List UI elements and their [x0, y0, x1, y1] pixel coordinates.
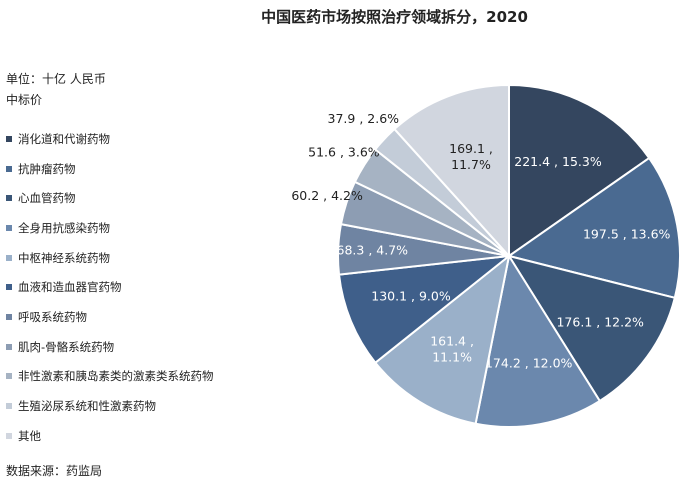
legend-swatch [6, 284, 12, 291]
data-label: 197.5 , 13.6% [583, 226, 671, 241]
pie-slice [506, 254, 677, 403]
pie-slice [373, 253, 511, 425]
legend-swatch [6, 313, 12, 320]
data-label: 161.4 , 11.1% [430, 334, 474, 365]
pie-slice [393, 83, 510, 259]
data-label: 51.6 , 3.6% [308, 144, 380, 159]
legend-label: 抗肿瘤药物 [18, 161, 76, 176]
chart-title: 中国医药市场按照治疗领域拆分，2020 [261, 8, 528, 26]
legend-item: 全身用抗感染药物 [6, 213, 214, 243]
legend-item: 生殖泌尿系统和性激素药物 [6, 391, 214, 421]
source-note: 数据来源：药监局 [6, 464, 103, 478]
legend-item: 抗肿瘤药物 [6, 154, 214, 184]
data-label: 176.1 , 12.2% [556, 314, 644, 329]
pie-slice [506, 156, 681, 300]
pie-slice [508, 83, 651, 258]
legend-swatch [6, 165, 12, 172]
pie-slice [474, 253, 602, 428]
legend-label: 全身用抗感染药物 [18, 220, 110, 235]
legend-item: 中枢神经系统药物 [6, 243, 214, 273]
data-label: 37.9 , 2.6% [328, 111, 400, 126]
legend-label: 血液和造血器官药物 [18, 280, 122, 295]
legend-label: 其他 [18, 428, 41, 443]
legend-item: 其他 [6, 421, 214, 451]
pie-slice [337, 254, 513, 365]
legend-label: 非性激素和胰岛素类的激素类系统药物 [18, 369, 214, 384]
legend-item: 非性激素和胰岛素类的激素类系统药物 [6, 362, 214, 392]
legend-swatch [6, 135, 12, 142]
data-label: 130.1 , 9.0% [371, 288, 451, 303]
legend-swatch [6, 224, 12, 231]
data-label: 60.2 , 4.2% [291, 188, 363, 203]
legend-swatch [6, 432, 12, 439]
legend-swatch [6, 373, 12, 380]
data-label: 68.3 , 4.7% [337, 243, 409, 258]
legend-item: 呼吸系统药物 [6, 302, 214, 332]
data-label: 221.4 , 15.3% [514, 154, 602, 169]
legend-swatch [6, 403, 12, 410]
unit-label: 单位：十亿 人民币 [6, 72, 106, 86]
legend: 消化道和代谢药物 抗肿瘤药物心血管药物全身用抗感染药物 中枢神经系统药物 血液和造血器… [6, 124, 214, 451]
legend-label: 肌肉-骨骼系统药物 [18, 339, 115, 354]
legend-swatch [6, 343, 12, 350]
data-label: 174.2 , 12.0% [485, 356, 573, 371]
legend-label: 中枢神经系统药物 [18, 250, 110, 265]
legend-swatch [6, 195, 12, 202]
legend-item: 血液和造血器官药物 [6, 272, 214, 302]
legend-label: 心血管药物 [18, 191, 76, 206]
legend-label: 生殖泌尿系统和性激素药物 [18, 399, 156, 414]
legend-label: 消化道和代谢药物 [18, 131, 110, 146]
legend-item: 消化道和代谢药物 [6, 124, 214, 154]
legend-item: 肌肉-骨骼系统药物 [6, 332, 214, 362]
legend-swatch [6, 254, 12, 261]
legend-label: 呼吸系统药物 [18, 309, 87, 324]
subheading: 中标价 [6, 93, 43, 107]
data-label: 169.1 , 11.7% [449, 141, 493, 172]
legend-item: 心血管药物 [6, 183, 214, 213]
